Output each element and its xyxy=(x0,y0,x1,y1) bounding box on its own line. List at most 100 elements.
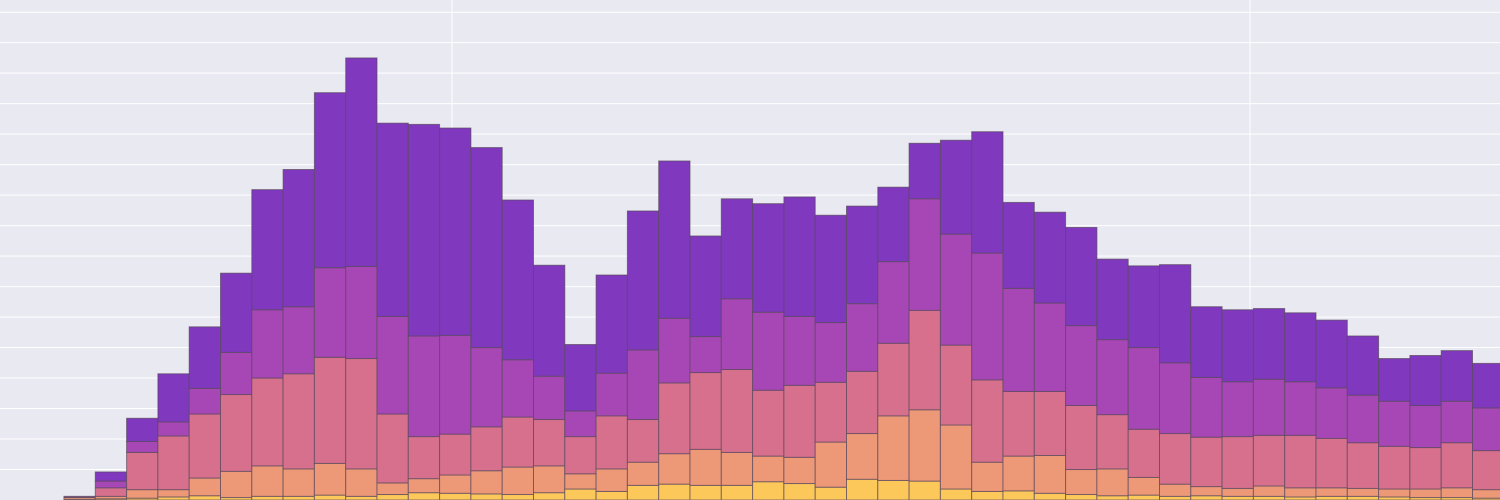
bar-segment xyxy=(501,416,535,468)
bar-segment xyxy=(1096,258,1129,341)
bar-segment xyxy=(188,326,221,389)
bar-segment xyxy=(1440,400,1473,444)
bar-segment xyxy=(188,387,221,415)
bar-segment xyxy=(282,373,315,470)
bar-segment xyxy=(626,349,660,421)
bar-segment xyxy=(752,389,785,457)
bar-segment xyxy=(533,492,566,500)
bar-segment xyxy=(626,484,660,500)
bar-segment xyxy=(877,415,910,481)
bar-segment xyxy=(1065,404,1098,471)
bar-segment xyxy=(939,139,973,235)
bar-segment xyxy=(1472,450,1500,491)
bar-segment xyxy=(157,435,190,491)
bar-segment xyxy=(783,315,816,386)
bar-segment xyxy=(877,479,910,500)
bar-segment xyxy=(814,381,848,443)
bar-segment xyxy=(1221,487,1254,497)
bar-segment xyxy=(407,123,441,337)
bar-segment xyxy=(1409,404,1442,449)
bar-segment xyxy=(220,272,253,353)
bar-segment xyxy=(1033,390,1067,456)
bars xyxy=(63,57,1500,500)
bar-segment xyxy=(1190,495,1223,500)
bar-segment xyxy=(1096,414,1129,470)
bar-segment xyxy=(1284,434,1317,489)
bar-segment xyxy=(1033,302,1067,392)
bar-segment xyxy=(689,372,722,450)
bar-segment xyxy=(783,456,816,485)
bar-segment xyxy=(533,465,566,494)
bar-segment xyxy=(126,451,159,491)
bar-segment xyxy=(251,495,284,500)
bar-segment xyxy=(1002,455,1035,492)
bar-segment xyxy=(1002,287,1035,392)
bar-segment xyxy=(752,203,785,313)
bar-segment xyxy=(658,483,691,500)
bar-segment xyxy=(846,303,879,372)
bar-segment xyxy=(470,347,503,428)
bar-segment xyxy=(1315,437,1348,489)
bar-segment xyxy=(626,210,660,351)
bar-segment xyxy=(846,478,879,500)
bar-segment xyxy=(470,426,503,472)
bar-segment xyxy=(188,495,221,500)
bar-segment xyxy=(313,494,347,500)
bar-segment xyxy=(626,461,660,486)
bar-segment xyxy=(94,480,128,489)
bar-segment xyxy=(439,334,472,435)
bar-segment xyxy=(1190,376,1223,438)
bar-segment xyxy=(220,351,253,396)
bar-segment xyxy=(720,451,754,486)
bar-segment xyxy=(1033,211,1067,304)
bar-segment xyxy=(939,488,973,500)
bar-segment xyxy=(595,468,628,492)
bar-segment xyxy=(720,198,754,300)
bar-segment xyxy=(595,490,628,500)
bar-segment xyxy=(971,131,1004,254)
bar-segment xyxy=(1472,407,1500,452)
bar-segment xyxy=(282,495,315,500)
bar-segment xyxy=(376,122,409,317)
bar-segment xyxy=(1346,335,1380,396)
bar-segment xyxy=(282,306,315,375)
bar-segment xyxy=(501,359,535,418)
bar-segment xyxy=(1190,486,1223,497)
bar-segment xyxy=(345,358,378,470)
bar-segment xyxy=(470,493,503,500)
bar-segment xyxy=(1440,442,1473,489)
bar-segment xyxy=(1127,494,1160,500)
bar-segment xyxy=(689,484,722,500)
bar-segment xyxy=(376,413,409,484)
bar-segment xyxy=(1096,468,1129,497)
bar-segment xyxy=(846,205,879,305)
bar-segment xyxy=(1127,428,1160,478)
bar-segment xyxy=(407,492,441,500)
bar-segment xyxy=(658,317,691,384)
bar-segment xyxy=(94,487,128,497)
bar-segment xyxy=(376,494,409,500)
bar-segment xyxy=(1252,378,1286,436)
bar-segment xyxy=(439,127,472,336)
bar-segment xyxy=(1284,487,1317,498)
bar-segment xyxy=(1409,488,1442,499)
bar-segment xyxy=(1127,347,1160,430)
bar-segment xyxy=(501,466,535,496)
bar-segment xyxy=(63,495,96,498)
bar-segment xyxy=(407,335,441,438)
bar-segment xyxy=(720,484,754,500)
bar-segment xyxy=(251,309,284,379)
bar-segment xyxy=(908,198,941,311)
bar-segment xyxy=(814,214,848,324)
bar-segment xyxy=(282,169,315,308)
bar-segment xyxy=(1096,339,1129,416)
bar-segment xyxy=(439,492,472,500)
bar-segment xyxy=(533,419,566,467)
bar-segment xyxy=(157,489,190,498)
bar-segment xyxy=(533,375,566,421)
bar-segment xyxy=(1190,306,1223,378)
bar-segment xyxy=(689,448,722,486)
bar-segment xyxy=(313,267,347,358)
bar-segment xyxy=(220,394,253,472)
bar-segment xyxy=(1221,309,1254,383)
